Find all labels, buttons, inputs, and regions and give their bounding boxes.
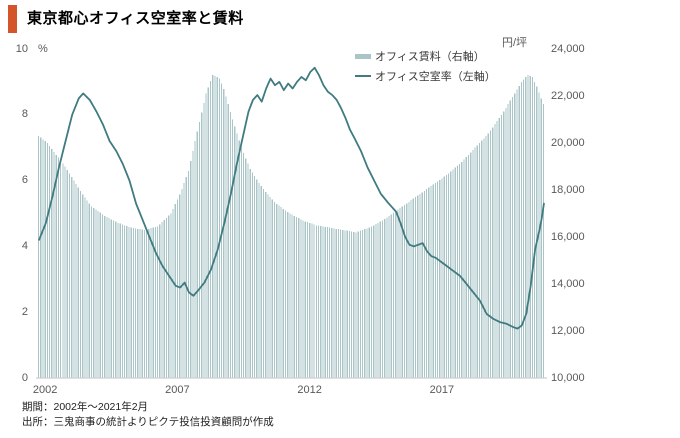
footer-source: 出所：三鬼商事の統計よりピクテ投信投資顧問が作成 bbox=[22, 416, 274, 428]
right-axis-tick: 20,000 bbox=[551, 136, 585, 149]
right-axis-tick: 16,000 bbox=[551, 230, 585, 243]
legend-item-rent: オフィス賃料（右軸） bbox=[355, 46, 496, 66]
legend-item-vacancy: オフィス空室率（左軸） bbox=[355, 66, 496, 86]
footer-period: 期間：2002年～2021年2月 bbox=[22, 401, 149, 413]
right-axis-tick: 24,000 bbox=[551, 42, 585, 55]
bar-swatch-icon bbox=[355, 53, 371, 59]
right-axis-tick: 22,000 bbox=[551, 89, 585, 102]
left-axis-unit: % bbox=[38, 43, 48, 55]
chart-legend: オフィス賃料（右軸） オフィス空室率（左軸） bbox=[355, 46, 496, 86]
right-axis-tick: 18,000 bbox=[551, 183, 585, 196]
right-axis-tick: 12,000 bbox=[551, 324, 585, 337]
x-axis-tick: 2017 bbox=[429, 384, 455, 396]
right-axis-unit: 円/坪 bbox=[502, 37, 528, 49]
x-axis-tick: 2012 bbox=[297, 384, 322, 396]
vacancy-line bbox=[38, 66, 545, 330]
page-title-block: 東京都心オフィス空室率と賃料 bbox=[8, 5, 244, 33]
x-axis-tick: 2002 bbox=[32, 384, 58, 396]
rent-bars bbox=[38, 74, 544, 379]
right-axis-tick: 10,000 bbox=[551, 371, 585, 384]
legend-label-rent: オフィス賃料（右軸） bbox=[375, 51, 485, 63]
page-title: 東京都心オフィス空室率と賃料 bbox=[27, 10, 244, 27]
x-axis-tick: 2007 bbox=[165, 384, 190, 396]
left-axis-tick: 2 bbox=[21, 305, 28, 318]
left-axis-tick: 0 bbox=[21, 371, 28, 384]
left-axis-tick: 10 bbox=[15, 42, 28, 55]
left-axis-tick: 8 bbox=[21, 108, 28, 121]
legend-label-vacancy: オフィス空室率（左軸） bbox=[375, 71, 496, 83]
right-axis-tick: 14,000 bbox=[551, 277, 585, 290]
left-axis-tick: 6 bbox=[21, 174, 28, 187]
title-accent-bar bbox=[8, 5, 17, 33]
line-swatch-icon bbox=[355, 74, 371, 78]
left-axis-tick: 4 bbox=[21, 239, 28, 252]
